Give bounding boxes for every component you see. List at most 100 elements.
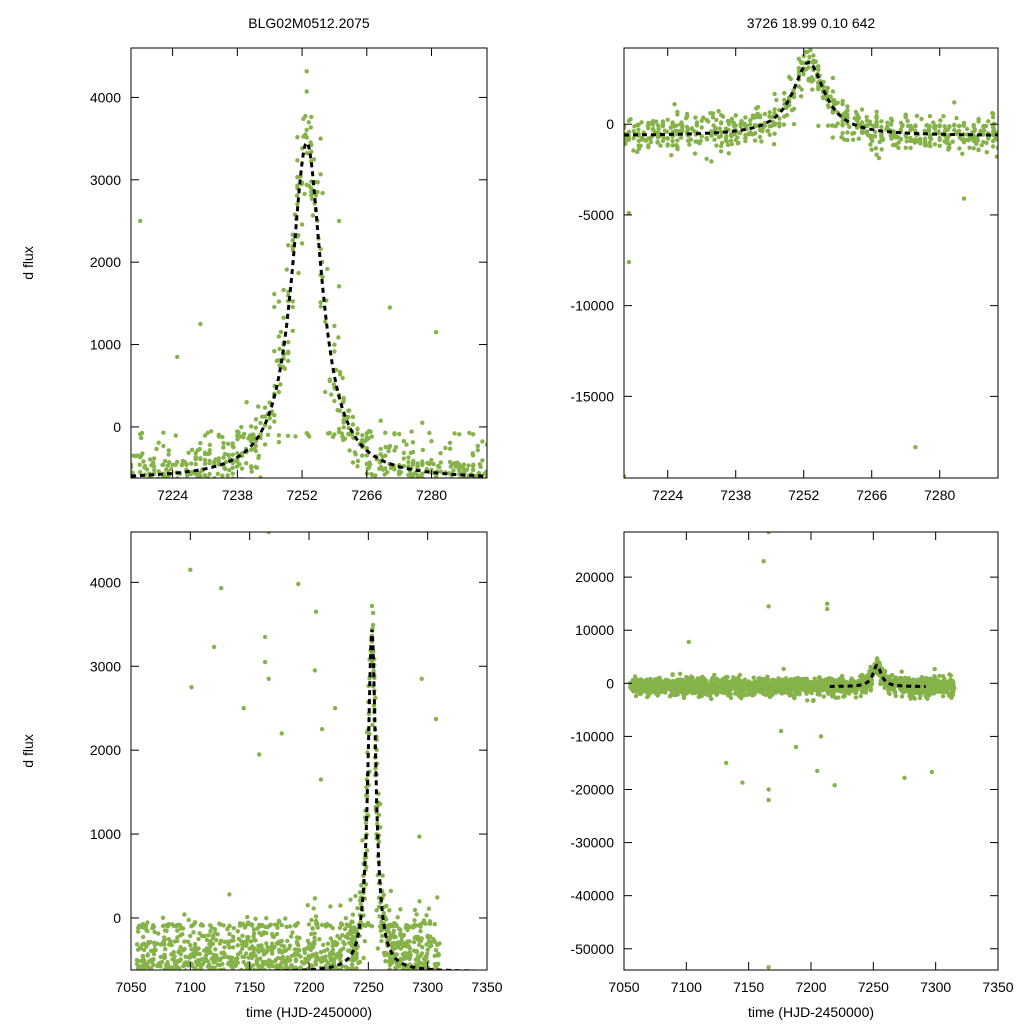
data-point (386, 449, 391, 454)
data-point (785, 681, 790, 686)
data-point (830, 135, 835, 140)
data-point (160, 986, 164, 990)
data-point (277, 974, 281, 978)
x-tick-label: 7050 (115, 979, 146, 995)
data-point (899, 669, 904, 674)
data-point (274, 358, 279, 363)
data-point (234, 959, 239, 964)
data-point (196, 971, 200, 975)
data-point (337, 990, 341, 994)
data-point (217, 941, 223, 946)
data-point (230, 465, 235, 470)
data-point (393, 988, 397, 992)
data-point (303, 956, 308, 961)
data-point (206, 1006, 210, 1010)
data-point (222, 945, 227, 950)
data-point (811, 698, 816, 704)
data-point (151, 975, 155, 979)
data-point (462, 483, 466, 487)
data-point (309, 186, 314, 191)
data-point (370, 650, 376, 655)
data-point (192, 920, 198, 925)
data-point (670, 143, 675, 148)
data-point (209, 1003, 213, 1007)
data-point (349, 966, 354, 970)
data-point (694, 139, 700, 144)
data-point (212, 486, 216, 490)
data-point (295, 158, 300, 163)
data-point (196, 1006, 200, 1010)
data-point (161, 443, 166, 449)
data-point (971, 138, 976, 144)
data-point (798, 94, 804, 99)
data-point (156, 440, 161, 445)
data-point (192, 942, 198, 947)
data-point (830, 75, 836, 81)
data-points (624, 48, 998, 478)
data-point (743, 132, 748, 138)
data-point (692, 151, 698, 156)
data-point (281, 287, 286, 293)
data-point (222, 992, 226, 996)
data-point (267, 425, 272, 430)
data-point (276, 299, 282, 304)
data-point (343, 934, 348, 939)
data-point (474, 473, 480, 478)
data-point (165, 960, 170, 965)
data-point (239, 967, 244, 970)
data-point (928, 686, 933, 692)
data-point (147, 988, 151, 992)
data-point (152, 483, 156, 487)
data-point (350, 460, 356, 465)
data-point (175, 995, 179, 999)
data-point (285, 938, 290, 944)
data-point (188, 973, 192, 977)
data-point (274, 922, 280, 928)
data-point (633, 687, 638, 693)
data-point (334, 953, 339, 958)
data-point (981, 132, 986, 137)
data-point (356, 960, 361, 966)
data-point (182, 972, 186, 976)
data-point (396, 1010, 400, 1014)
data-point (950, 139, 955, 144)
data-point (230, 945, 236, 950)
data-point (908, 123, 913, 128)
data-point (225, 926, 230, 932)
x-tick-label: 7224 (652, 487, 683, 503)
outlier-point (419, 676, 424, 681)
data-point (220, 481, 224, 485)
data-point (321, 973, 325, 977)
data-point (147, 497, 151, 501)
data-point (673, 128, 678, 133)
data-point (971, 146, 976, 151)
data-point (636, 143, 641, 148)
data-point (423, 1003, 427, 1007)
data-point (165, 1004, 169, 1008)
data-point (351, 935, 356, 941)
data-point (206, 933, 211, 938)
y-tick-label: 2000 (90, 254, 121, 270)
data-point (360, 453, 365, 458)
data-point (870, 138, 875, 144)
data-point (405, 1001, 409, 1005)
data-point (281, 315, 286, 320)
data-point (898, 127, 904, 132)
data-point (224, 978, 228, 982)
fit-curve (131, 141, 487, 478)
data-point (411, 481, 415, 485)
data-point (363, 923, 368, 928)
data-point (383, 430, 388, 435)
data-point (332, 342, 337, 347)
data-point (172, 999, 176, 1003)
data-point (449, 462, 454, 467)
data-point (729, 134, 734, 139)
data-point (411, 971, 415, 975)
data-point (375, 821, 380, 827)
data-point (193, 461, 198, 467)
data-point (231, 938, 236, 943)
data-point (161, 481, 165, 485)
data-point (414, 923, 420, 928)
data-point (332, 972, 336, 976)
data-point (669, 153, 674, 158)
